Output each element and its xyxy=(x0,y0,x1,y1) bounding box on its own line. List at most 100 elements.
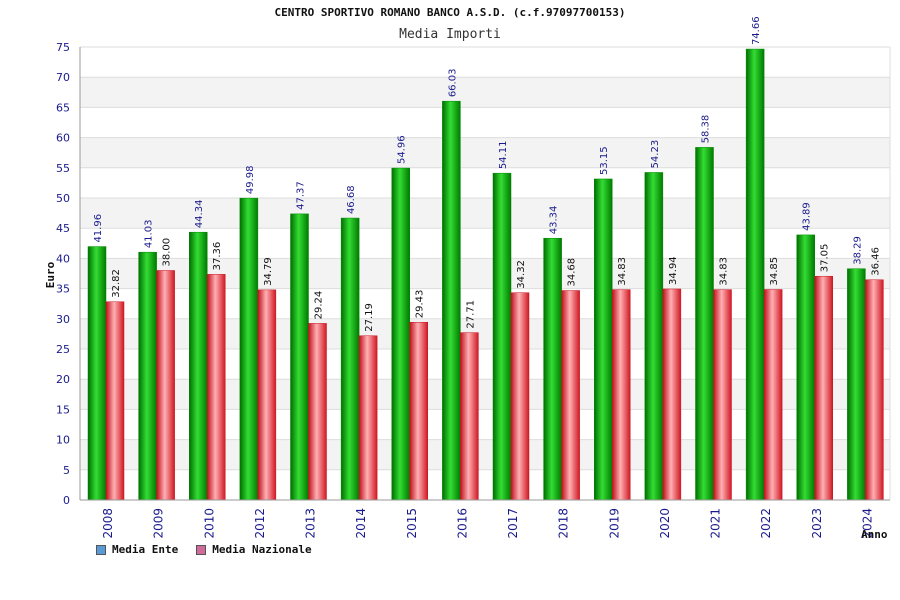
value-label-media-ente: 66.03 xyxy=(447,69,458,98)
grid-band xyxy=(80,107,890,138)
value-label-media-ente: 43.34 xyxy=(549,206,560,235)
bar-media-ente xyxy=(796,234,815,501)
bars xyxy=(87,48,884,501)
y-tick-label: 45 xyxy=(56,222,70,235)
y-tick-label: 50 xyxy=(56,192,70,205)
x-tick-label: 2009 xyxy=(152,508,166,539)
bar-media-ente xyxy=(847,268,866,501)
bar-media-nazionale xyxy=(358,335,378,501)
bar-media-nazionale xyxy=(763,289,783,501)
x-tick-label: 2022 xyxy=(759,508,773,539)
y-tick-label: 70 xyxy=(56,71,70,84)
bar-media-ente xyxy=(695,147,714,501)
x-tick-label: 2017 xyxy=(506,508,520,539)
value-label-media-nazionale: 27.19 xyxy=(364,303,375,332)
value-label-media-ente: 74.66 xyxy=(751,16,762,45)
value-label-media-ente: 38.29 xyxy=(852,236,863,265)
value-label-media-nazionale: 32.82 xyxy=(111,269,122,298)
x-tick-label: 2023 xyxy=(810,508,824,539)
y-tick-label: 5 xyxy=(63,464,70,477)
x-tick-label: 2018 xyxy=(557,508,571,539)
value-label-media-ente: 54.96 xyxy=(397,135,408,164)
value-label-media-ente: 54.23 xyxy=(650,140,661,169)
y-tick-label: 55 xyxy=(56,162,70,175)
x-tick-label: 2020 xyxy=(658,508,672,539)
x-axis-label: Anno xyxy=(861,528,888,541)
bar-media-nazionale xyxy=(105,301,125,501)
legend-swatch-media-ente xyxy=(96,544,106,555)
bar-media-nazionale xyxy=(612,289,631,501)
x-tick-label: 2010 xyxy=(202,508,216,539)
bar-media-nazionale xyxy=(207,274,226,501)
value-label-media-nazionale: 34.83 xyxy=(617,257,628,286)
bar-media-nazionale xyxy=(561,290,580,501)
legend-label-media-ente: Media Ente xyxy=(112,543,179,556)
x-tick-label: 2016 xyxy=(455,508,469,539)
y-tick-label: 40 xyxy=(56,252,70,265)
value-label-media-nazionale: 34.94 xyxy=(668,256,679,285)
value-label-media-ente: 58.38 xyxy=(701,115,712,144)
bar-media-ente xyxy=(138,251,157,501)
value-label-media-nazionale: 29.24 xyxy=(314,291,325,320)
grid-band xyxy=(80,167,890,198)
y-tick-label: 35 xyxy=(56,283,70,296)
value-label-media-ente: 41.03 xyxy=(144,220,155,249)
value-label-media-nazionale: 27.71 xyxy=(465,300,476,329)
bar-media-ente xyxy=(594,178,613,501)
bar-media-nazionale xyxy=(510,292,530,501)
value-label-media-ente: 41.96 xyxy=(93,214,104,243)
bar-media-nazionale xyxy=(257,289,277,501)
legend-item-media-nazionale: Media Nazionale xyxy=(196,543,312,556)
bar-media-nazionale xyxy=(409,321,428,501)
value-label-media-ente: 54.11 xyxy=(498,141,509,170)
grid-band xyxy=(80,47,890,78)
value-label-media-nazionale: 34.32 xyxy=(516,260,527,289)
value-label-media-ente: 47.37 xyxy=(296,181,307,210)
bar-media-ente xyxy=(340,217,360,501)
bar-media-ente xyxy=(189,231,208,501)
value-label-media-nazionale: 36.46 xyxy=(870,247,881,276)
bar-media-ente xyxy=(492,172,512,501)
y-tick-label: 10 xyxy=(56,434,70,447)
value-label-media-nazionale: 34.79 xyxy=(263,257,274,286)
legend-label-media-nazionale: Media Nazionale xyxy=(212,543,312,556)
x-tick-label: 2008 xyxy=(101,508,115,539)
y-tick-label: 60 xyxy=(56,132,70,145)
bar-media-ente xyxy=(745,48,765,501)
x-tick-label: 2015 xyxy=(405,508,419,539)
y-tick-label: 65 xyxy=(56,101,70,114)
value-label-media-nazionale: 34.85 xyxy=(769,257,780,286)
bar-media-ente xyxy=(543,237,562,501)
chart-title: CENTRO SPORTIVO ROMANO BANCO A.S.D. (c.f… xyxy=(275,6,626,19)
x-tick-label: 2012 xyxy=(253,508,267,539)
y-tick-label: 0 xyxy=(63,494,70,507)
value-labels: 41.96 32.82 41.03 38.00 44.34 37.36 49.98 34.79… xyxy=(93,16,881,331)
legend-swatch-media-nazionale xyxy=(196,544,207,555)
bar-media-nazionale xyxy=(308,323,327,501)
bar-media-ente xyxy=(442,100,461,501)
y-tick-label: 20 xyxy=(56,373,70,386)
bar-media-nazionale xyxy=(865,279,884,501)
bar-media-nazionale xyxy=(156,270,175,501)
x-tick-label: 2019 xyxy=(607,508,621,539)
value-label-media-nazionale: 34.68 xyxy=(567,258,578,287)
grid-band xyxy=(80,77,890,108)
value-label-media-nazionale: 37.36 xyxy=(212,242,223,271)
bar-media-ente xyxy=(87,246,107,501)
value-label-media-ente: 44.34 xyxy=(194,200,205,229)
bar-media-ente xyxy=(644,172,664,501)
x-tick-label: 2013 xyxy=(304,508,318,539)
y-tick-labels: 0 5 10 15 20 25 30 35 40 45 50 55 60 65 70 75 xyxy=(56,41,70,507)
x-tick-label: 2014 xyxy=(354,508,368,539)
y-tick-label: 75 xyxy=(56,41,70,54)
bar-media-ente xyxy=(290,213,309,501)
x-tick-label: 2024 xyxy=(860,508,874,539)
value-label-media-ente: 53.15 xyxy=(599,146,610,175)
chart-subtitle: Media Importi xyxy=(399,27,501,42)
y-tick-label: 25 xyxy=(56,343,70,356)
bar-media-ente xyxy=(391,167,410,501)
value-label-media-nazionale: 38.00 xyxy=(162,238,173,267)
legend-item-media-ente: Media Ente xyxy=(96,543,178,556)
y-tick-label: 30 xyxy=(56,313,70,326)
